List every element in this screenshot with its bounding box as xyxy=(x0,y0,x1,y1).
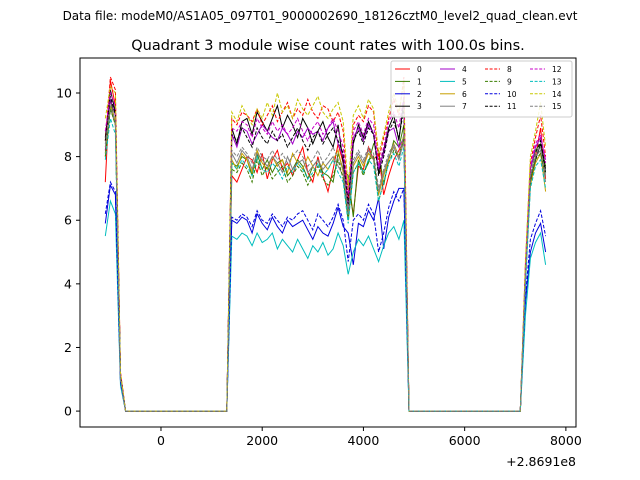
legend-label-0: 0 xyxy=(417,65,422,74)
x-tick-label: 6000 xyxy=(449,433,481,448)
legend-label-5: 5 xyxy=(462,77,467,86)
legend-label-7: 7 xyxy=(462,102,467,111)
legend-box xyxy=(390,60,573,118)
x-tick-label: 8000 xyxy=(550,433,582,448)
series-line-11 xyxy=(104,96,547,412)
y-tick-label: 6 xyxy=(64,213,72,228)
y-tick-label: 2 xyxy=(64,340,72,355)
legend-label-4: 4 xyxy=(462,65,467,74)
series-line-5 xyxy=(104,199,547,412)
series-line-13 xyxy=(104,118,547,412)
x-tick-label: 0 xyxy=(157,433,165,448)
legend-label-11: 11 xyxy=(507,102,517,111)
series-line-4 xyxy=(104,99,547,412)
series-line-15 xyxy=(104,105,547,412)
legend-label-14: 14 xyxy=(552,90,562,99)
series-line-7 xyxy=(104,108,547,412)
legend-label-12: 12 xyxy=(552,65,562,74)
series-layer xyxy=(104,76,547,412)
x-tick-label: 2000 xyxy=(246,433,278,448)
series-line-2 xyxy=(104,183,547,412)
axis-ticks: 0 2000 4000 6000 8000 0 2 4 6 8 10 xyxy=(56,85,582,448)
y-tick-label: 4 xyxy=(64,276,72,291)
legend-label-2: 2 xyxy=(417,90,422,99)
legend-label-8: 8 xyxy=(507,65,512,74)
y-tick-label: 10 xyxy=(56,85,72,100)
legend-label-6: 6 xyxy=(462,90,467,99)
series-line-9 xyxy=(104,108,547,412)
series-line-10 xyxy=(104,180,547,412)
y-tick-label: 0 xyxy=(64,404,72,419)
y-tick-label: 8 xyxy=(64,149,72,164)
legend-label-1: 1 xyxy=(417,77,422,86)
chart-title: Quadrant 3 module wise count rates with … xyxy=(131,38,525,54)
legend-label-13: 13 xyxy=(552,77,562,86)
legend-label-10: 10 xyxy=(507,90,517,99)
x-offset-label: +2.8691e8 xyxy=(506,454,576,469)
figure-suptitle: Data file: modeM0/AS1A05_097T01_90000026… xyxy=(63,9,578,23)
plot-area-frame xyxy=(79,57,577,428)
legend-label-15: 15 xyxy=(552,102,562,111)
series-line-1 xyxy=(104,99,547,412)
x-tick-label: 4000 xyxy=(348,433,380,448)
legend-label-9: 9 xyxy=(507,77,512,86)
series-line-12 xyxy=(104,91,547,412)
legend-label-3: 3 xyxy=(417,102,422,111)
